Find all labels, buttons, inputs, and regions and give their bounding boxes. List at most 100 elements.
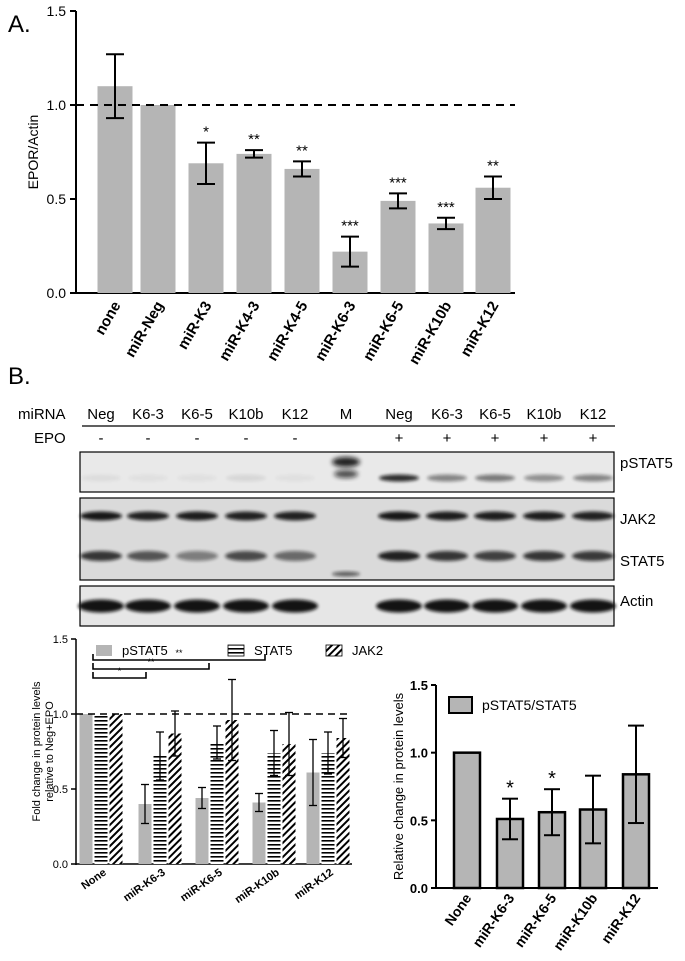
x-tick-label: None: [441, 890, 474, 928]
band-pstat5: [475, 474, 515, 482]
epo-row-label: EPO: [34, 430, 66, 447]
bar-miR-K6-5: [380, 200, 416, 293]
x-tick-label: None: [79, 867, 108, 893]
blot-panel: [79, 497, 615, 581]
band-actin: [174, 599, 220, 613]
band-stat5: [474, 551, 516, 561]
marker-band: [334, 470, 358, 478]
epo-sign: +: [540, 430, 549, 447]
lane-label: K6-3: [132, 406, 164, 423]
band-stat5: [274, 551, 316, 561]
bar-None: [452, 751, 482, 890]
band-label: STAT5: [620, 553, 664, 570]
epo-sign: +: [443, 430, 452, 447]
y-tick-label: 1.5: [410, 678, 428, 693]
bar-miR-Neg: [140, 105, 176, 293]
significance-bracket: [92, 672, 147, 679]
band-jak2: [378, 511, 420, 521]
legend-swatch: [96, 645, 112, 656]
y-tick-label: 0.0: [410, 881, 428, 896]
significance-bracket: [92, 654, 266, 661]
y-tick-label: 0.5: [53, 784, 68, 796]
band-actin: [376, 599, 422, 613]
lane-label: K6-3: [431, 406, 463, 423]
legend-label: pSTAT5: [122, 643, 168, 658]
bar-pSTAT5: [252, 802, 266, 864]
lane-label: K12: [282, 406, 309, 423]
bracket-label: **: [175, 648, 183, 658]
epo-sign: -: [99, 430, 104, 447]
significance-bracket: [92, 663, 210, 670]
significance-mark: **: [248, 131, 260, 148]
legend-swatch: [448, 696, 473, 714]
mirna-row-label: miRNA: [18, 406, 66, 423]
chart-b-grouped: 0.0 0.5 1.0 1.5 Fold change in protein level…: [31, 634, 383, 906]
band-actin: [223, 599, 269, 613]
significance-mark: *: [203, 124, 209, 141]
significance-mark: ***: [437, 199, 455, 216]
x-tick-label: miR-K6-3: [121, 867, 167, 905]
band-pstat5: [427, 474, 467, 482]
bar-none: [97, 86, 133, 293]
significance-mark: *: [506, 778, 514, 800]
band-actin: [125, 599, 171, 613]
band-jak2: [523, 511, 565, 521]
marker-band: [332, 457, 360, 467]
x-tick-label: miR-K3: [174, 299, 215, 353]
band-actin: [472, 599, 518, 613]
band-actin: [272, 599, 318, 613]
band-jak2: [80, 511, 122, 521]
bar-JAK2: [336, 738, 350, 864]
y-axis-label: Relative change in protein levels: [391, 692, 406, 880]
bar-pSTAT5: [79, 714, 93, 864]
y-axis-label: Fold change in protein levelsrelative to…: [31, 681, 56, 822]
y-tick-label: 1.5: [47, 3, 67, 19]
panel-a-label: A.: [8, 11, 31, 38]
y-tick-label: 1.5: [53, 634, 68, 646]
bar-STAT5: [267, 753, 281, 864]
band-actin: [570, 599, 616, 613]
band-jak2: [274, 511, 316, 521]
bar-miR-K10b: [428, 223, 464, 293]
epo-sign: -: [244, 430, 249, 447]
x-tick-label: miR-Neg: [122, 299, 168, 361]
y-axis-label: EPOR/Actin: [25, 115, 41, 190]
band-pstat5: [573, 474, 613, 482]
x-tick-label: none: [92, 299, 125, 339]
significance-mark: **: [296, 142, 308, 159]
band-stat5: [225, 551, 267, 561]
marker-band: [332, 571, 360, 577]
y-tick-label: 1.0: [410, 746, 428, 761]
chart-b-ratio: 0.0 0.5 1.0 1.5 Relative change in protein l…: [391, 678, 658, 953]
bar-pSTAT5: [306, 772, 320, 864]
x-tick-label: miR-K4-5: [264, 299, 312, 365]
band-pstat5: [128, 474, 168, 482]
band-actin: [521, 599, 567, 613]
band-jak2: [572, 511, 614, 521]
lane-label: K6-5: [479, 406, 511, 423]
band-jak2: [127, 511, 169, 521]
band-stat5: [127, 551, 169, 561]
lane-label: M: [340, 406, 353, 423]
lane-label: K6-5: [181, 406, 213, 423]
y-axis-label-line: Fold change in protein levels: [31, 681, 43, 822]
x-tick-label: miR-K6-5: [360, 299, 408, 365]
legend-label: STAT5: [254, 643, 293, 658]
epo-sign: -: [293, 430, 298, 447]
band-stat5: [523, 551, 565, 561]
y-tick-label: 1.0: [53, 709, 68, 721]
band-stat5: [572, 551, 614, 561]
x-tick-label: miR-K12: [292, 867, 335, 902]
bar-STAT5: [153, 756, 167, 864]
epo-sign: +: [589, 430, 598, 447]
y-tick-label: 0.0: [47, 285, 67, 301]
band-pstat5: [81, 474, 121, 482]
legend-label: pSTAT5/STAT5: [482, 697, 577, 713]
band-stat5: [426, 551, 468, 561]
lane-label: K12: [580, 406, 607, 423]
bar-STAT5: [210, 742, 224, 864]
bar-JAK2: [282, 744, 296, 864]
x-tick-label: miR-K10b: [233, 866, 282, 905]
bracket-label: **: [147, 657, 155, 667]
